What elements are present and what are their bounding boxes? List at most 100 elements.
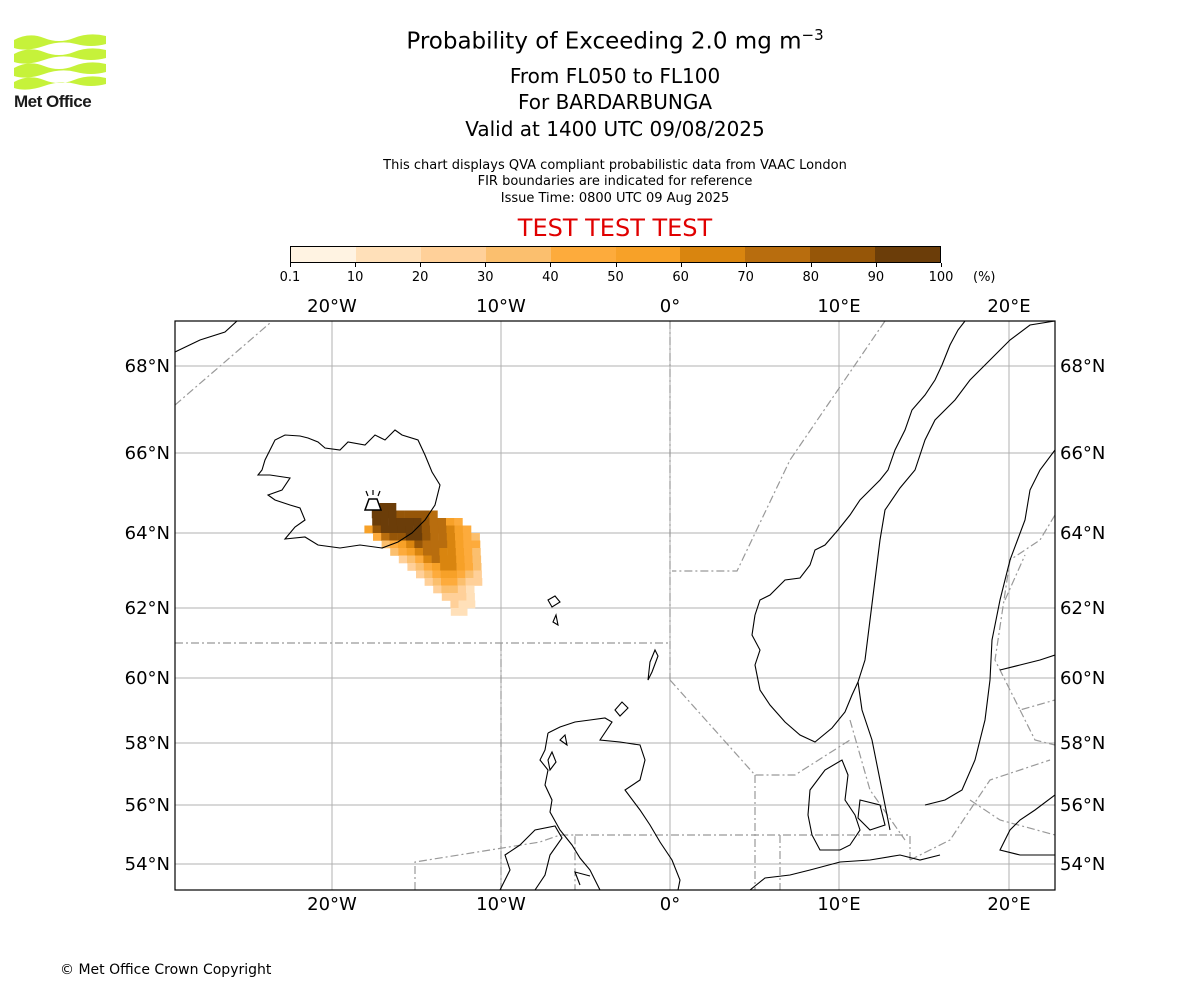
ash-cell xyxy=(472,548,481,556)
ash-cell xyxy=(447,548,457,556)
ash-cell xyxy=(407,555,416,564)
ash-cell xyxy=(459,608,468,616)
ash-cell xyxy=(371,510,381,519)
ash-cell xyxy=(463,540,473,549)
ash-cell xyxy=(405,533,415,541)
ash-cell xyxy=(416,570,425,579)
ash-cell xyxy=(441,593,451,601)
ash-cell xyxy=(423,548,432,556)
ash-cell xyxy=(380,525,390,534)
valid-time: Valid at 1400 UTC 09/08/2025 xyxy=(465,117,765,141)
colorbar-tick-label: 30 xyxy=(477,270,494,285)
lon-labels-top: 20°W 10°W 0° 10°E 20°E xyxy=(307,296,1030,317)
colorbar-segment xyxy=(875,247,941,262)
ash-cell xyxy=(431,548,440,556)
ash-cell xyxy=(364,525,373,534)
colorbar-unit: (%) xyxy=(973,270,996,285)
ash-cell xyxy=(455,540,464,549)
lat-label: 60°N xyxy=(125,668,170,689)
ash-cell xyxy=(380,510,389,519)
ash-cell xyxy=(471,533,480,541)
colorbar-tick xyxy=(875,263,877,267)
ash-cell xyxy=(450,600,459,609)
ash-cell xyxy=(438,525,447,534)
colorbar-tick xyxy=(941,263,942,267)
ash-cell xyxy=(406,548,416,556)
ash-cell xyxy=(448,555,457,564)
ash-cell xyxy=(439,540,448,549)
ash-cell xyxy=(396,510,405,519)
ash-cell xyxy=(465,570,474,579)
ash-cell xyxy=(404,510,414,519)
colorbar-tick-label: 100 xyxy=(928,270,954,285)
ash-cell xyxy=(465,578,475,586)
colorbar-segment xyxy=(485,247,551,262)
ash-cell xyxy=(448,563,457,571)
coastlines xyxy=(175,321,1055,890)
lat-label: 66°N xyxy=(1060,443,1105,464)
ash-cell xyxy=(405,525,414,534)
ash-cell xyxy=(454,525,464,534)
colorbar-tick-label: 90 xyxy=(867,270,885,285)
colorbar-segment xyxy=(680,247,746,262)
lon-label: 0° xyxy=(660,296,680,317)
ash-cell xyxy=(466,600,476,609)
ash-cell xyxy=(455,548,465,556)
ash-cell xyxy=(406,540,415,549)
lat-label: 58°N xyxy=(1060,733,1105,754)
ash-cell xyxy=(407,563,416,571)
ash-cell xyxy=(398,548,407,556)
ash-cell xyxy=(440,563,449,571)
ash-cell xyxy=(430,525,439,534)
colorbar-tick-label: 40 xyxy=(542,270,559,285)
ash-cell xyxy=(458,593,467,601)
lat-label: 68°N xyxy=(1060,356,1105,377)
colorbar-tick xyxy=(680,263,682,267)
ash-cell xyxy=(454,518,463,526)
lon-label: 0° xyxy=(660,894,680,915)
ash-cell xyxy=(448,570,458,579)
colorbar-segment xyxy=(615,247,681,262)
gridlines xyxy=(175,321,1055,890)
ash-cell xyxy=(387,503,397,511)
ash-cell xyxy=(412,510,422,519)
ash-cell xyxy=(447,540,456,549)
lat-label: 60°N xyxy=(1060,668,1105,689)
lon-label: 10°W xyxy=(476,296,526,317)
colorbar-segment xyxy=(355,247,421,262)
lon-label: 10°W xyxy=(476,894,526,915)
ash-cell xyxy=(431,555,441,564)
colorbar-tick-label: 70 xyxy=(737,270,754,285)
ash-cell xyxy=(430,533,439,541)
lon-labels-bottom: 20°W 10°W 0° 10°E 20°E xyxy=(307,894,1030,915)
ash-cell xyxy=(473,570,482,579)
ash-cell xyxy=(415,555,424,564)
ash-cell xyxy=(388,510,397,519)
ash-cell xyxy=(429,510,438,519)
ash-cell xyxy=(456,563,466,571)
lon-label: 20°W xyxy=(307,296,357,317)
colorbar-segment xyxy=(291,247,356,262)
ash-cell xyxy=(372,525,382,534)
ash-cell xyxy=(381,540,391,549)
colorbar-tick xyxy=(420,263,422,267)
ash-cell xyxy=(397,533,407,541)
ash-cell xyxy=(449,578,458,586)
colorbar-segment xyxy=(810,247,876,262)
ash-cell xyxy=(423,563,433,571)
lat-label: 58°N xyxy=(125,733,170,754)
ash-cell xyxy=(421,518,430,526)
note-qva: This chart displays QVA compliant probab… xyxy=(383,158,847,173)
fir-boundaries xyxy=(175,321,1055,890)
volcano-icon xyxy=(363,490,383,511)
ash-cell xyxy=(421,525,431,534)
ash-cell xyxy=(446,518,455,526)
lon-label: 20°E xyxy=(987,894,1030,915)
ash-cell xyxy=(424,578,434,586)
colorbar-tick-label: 0.1 xyxy=(279,270,301,285)
ash-cell xyxy=(398,555,408,564)
colorbar-tick xyxy=(615,263,617,267)
ash-cell xyxy=(373,533,382,541)
copyright: © Met Office Crown Copyright xyxy=(60,962,272,978)
